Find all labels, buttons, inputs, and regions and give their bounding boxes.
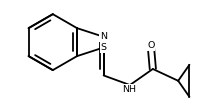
Text: NH: NH <box>122 85 136 94</box>
Text: S: S <box>101 43 107 52</box>
Text: N: N <box>100 32 107 41</box>
Text: O: O <box>147 41 154 50</box>
